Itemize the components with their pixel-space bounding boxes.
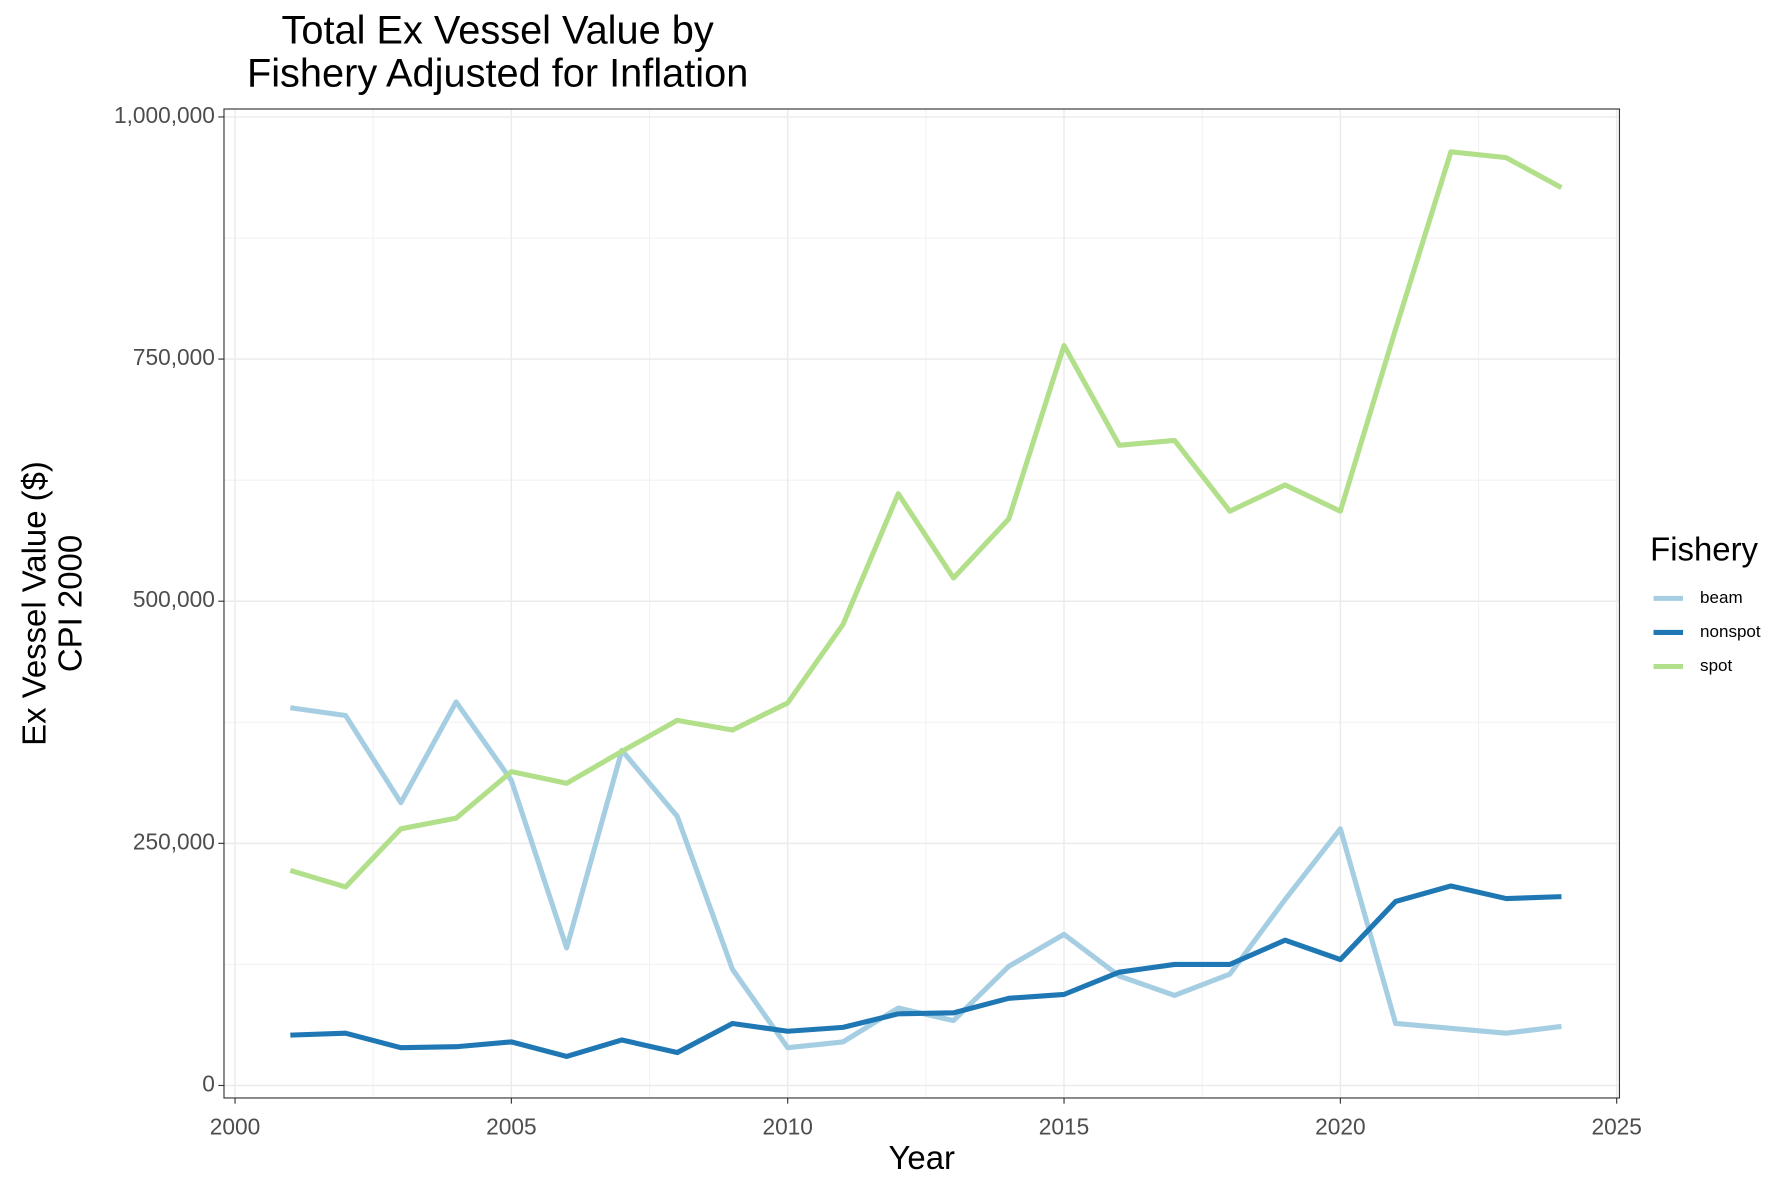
chart-title: Total Ex Vessel Value by [282, 8, 714, 52]
y-tick-label: 0 [202, 1070, 215, 1096]
y-tick-label: 750,000 [133, 344, 215, 370]
line-series [289, 149, 1563, 890]
x-tick-label: 2010 [762, 1114, 812, 1140]
y-tick-label: 250,000 [133, 828, 215, 854]
y-axis-title: Ex Vessel Value ($) [15, 461, 52, 746]
x-tick-label: 2005 [486, 1114, 536, 1140]
legend-title: Fishery [1650, 531, 1758, 568]
x-tick-label: 2025 [1591, 1114, 1641, 1140]
legend-label: nonspot [1700, 622, 1761, 641]
x-tick-label: 2000 [210, 1114, 260, 1140]
legend-label: spot [1700, 656, 1732, 675]
chart-title: Fishery Adjusted for Inflation [247, 52, 748, 96]
x-tick-label: 2015 [1039, 1114, 1089, 1140]
line-series [290, 883, 1562, 1059]
y-tick-label: 1,000,000 [114, 102, 215, 128]
legend-label: beam [1700, 588, 1743, 607]
y-axis-title: CPI 2000 [52, 535, 89, 672]
x-axis-title: Year [888, 1139, 955, 1176]
y-tick-label: 500,000 [133, 586, 215, 612]
x-tick-label: 2020 [1315, 1114, 1365, 1140]
plot-border [223, 108, 1621, 1099]
